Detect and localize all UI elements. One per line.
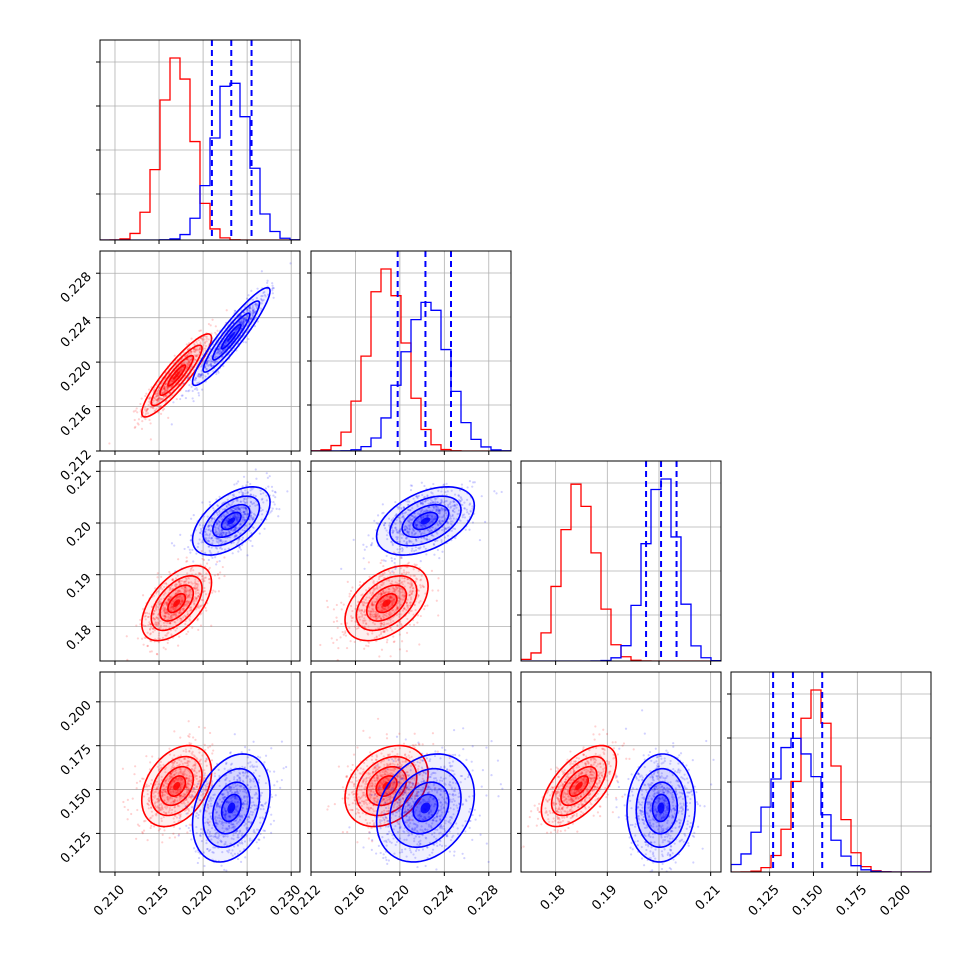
contour-red-4 [575,781,583,791]
y-tick-label-1-1: 0.216 [58,403,95,440]
x-tick-label-3-0: 0.125 [746,882,783,919]
histogram-red-1 [311,268,511,451]
x-tick-label-2-3: 0.21 [693,882,724,913]
x-tick-label-2-0: 0.18 [538,882,569,913]
contour-blue-4 [420,802,431,814]
contour-blue-4 [227,517,236,525]
histogram-panel-1 [307,250,512,452]
scatter-panel-3-1 [310,671,512,873]
y-tick-label-1-2: 0.220 [58,358,95,395]
x-tick-label-2-2: 0.20 [641,882,672,913]
x-tick-label-3-3: 0.200 [877,882,914,919]
x-tick-label-1-2: 0.220 [376,882,413,919]
x-tick-label-0-2: 0.220 [179,882,216,919]
x-tick-label-0-0: 0.210 [91,882,128,919]
x-tick-label-1-3: 0.224 [420,882,457,919]
y-tick-label-1-4: 0.228 [58,269,95,306]
scatter-panel-1-0 [99,250,301,452]
contour-blue-4 [657,802,665,814]
histogram-panel-3 [727,671,932,873]
scatter-points-blue [340,480,503,573]
scatter-points-blue [170,468,289,573]
contour-blue-4 [420,517,431,525]
contour-blue-4 [227,802,236,814]
x-tick-label-1-4: 0.228 [465,882,502,919]
y-tick-label-2-2: 0.20 [64,519,95,550]
scatter-panel-2-1 [310,460,512,662]
y-tick-label-2-0: 0.18 [64,623,95,654]
scatter-panel-2-0 [99,460,301,662]
x-tick-label-0-3: 0.225 [223,882,260,919]
contour-red-4 [173,371,181,380]
scatter-points-blue [608,709,715,872]
contour-red-4 [382,599,391,607]
y-tick-label-3-2: 0.175 [58,742,95,779]
histogram-blue-2 [521,478,721,661]
contour-red-4 [173,599,181,607]
x-tick-label-3-1: 0.150 [790,882,827,919]
x-tick-label-1-1: 0.216 [332,882,369,919]
histogram-panel-0 [96,39,301,241]
y-tick-label-2-1: 0.19 [64,571,95,602]
y-tick-label-3-0: 0.125 [58,830,95,867]
y-tick-label-3-1: 0.150 [58,786,95,823]
x-tick-label-2-1: 0.19 [589,882,620,913]
y-tick-label-3-3: 0.200 [58,698,95,735]
y-tick-label-1-3: 0.224 [58,314,95,351]
x-tick-label-3-2: 0.175 [833,882,870,919]
scatter-panel-3-2 [520,671,722,873]
scatter-panel-3-0 [99,671,301,873]
x-tick-label-0-1: 0.215 [135,882,172,919]
contour-blue-4 [227,331,236,342]
histogram-panel-2 [517,460,722,662]
contour-red-4 [173,781,181,791]
